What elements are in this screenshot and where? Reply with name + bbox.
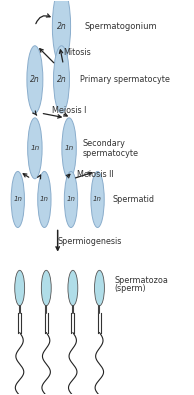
Ellipse shape xyxy=(27,46,43,113)
Text: Spermiogenesis: Spermiogenesis xyxy=(58,237,122,246)
Text: 1n: 1n xyxy=(40,196,49,203)
Text: Primary spermatocyte: Primary spermatocyte xyxy=(81,75,170,84)
Text: 1n: 1n xyxy=(67,196,75,203)
Text: Spermatozoa: Spermatozoa xyxy=(115,276,169,285)
Text: Spermatid: Spermatid xyxy=(113,195,155,204)
Ellipse shape xyxy=(91,171,104,228)
Ellipse shape xyxy=(15,270,25,306)
Text: 2n: 2n xyxy=(30,75,40,84)
Text: 2n: 2n xyxy=(57,22,66,31)
Ellipse shape xyxy=(52,0,71,65)
Ellipse shape xyxy=(11,171,24,228)
Text: Spermatogonium: Spermatogonium xyxy=(84,22,157,31)
FancyArrowPatch shape xyxy=(36,14,50,24)
Text: 1n: 1n xyxy=(30,145,40,151)
Text: 1n: 1n xyxy=(93,196,102,203)
Ellipse shape xyxy=(54,46,69,113)
Text: spermatocyte: spermatocyte xyxy=(82,149,138,158)
Ellipse shape xyxy=(28,118,42,179)
Ellipse shape xyxy=(64,171,78,228)
Text: Mitosis: Mitosis xyxy=(63,48,91,57)
Text: Meiosis II: Meiosis II xyxy=(77,170,113,179)
Text: (sperm): (sperm) xyxy=(115,284,146,293)
Ellipse shape xyxy=(38,171,51,228)
Ellipse shape xyxy=(41,270,51,306)
Ellipse shape xyxy=(94,270,104,306)
Ellipse shape xyxy=(68,270,78,306)
Text: 1n: 1n xyxy=(64,145,74,151)
Text: Meiosis I: Meiosis I xyxy=(52,106,86,115)
Text: 2n: 2n xyxy=(57,75,66,84)
Text: Secondary: Secondary xyxy=(82,139,125,148)
Text: 1n: 1n xyxy=(13,196,22,203)
Ellipse shape xyxy=(62,118,76,179)
